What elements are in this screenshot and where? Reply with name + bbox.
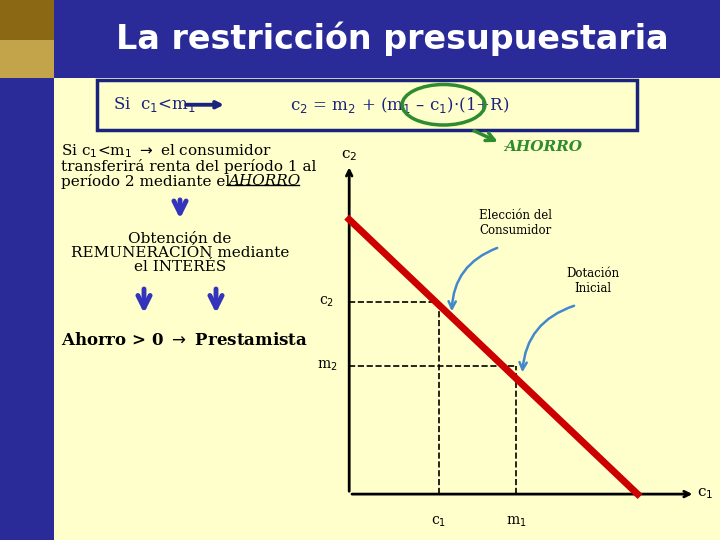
Text: La restricción presupuestaria: La restricción presupuestaria (116, 22, 669, 56)
Text: transferirá renta del período 1 al: transferirá renta del período 1 al (61, 159, 317, 174)
Text: AHORRO: AHORRO (504, 140, 582, 154)
Text: m$_2$: m$_2$ (317, 359, 337, 373)
Bar (54, 0, 720, 78)
Text: c$_2$: c$_2$ (341, 148, 357, 163)
Text: c$_2$: c$_2$ (319, 295, 334, 309)
Text: c$_2$ = m$_2$ + (m$_1$ – c$_1$)$\cdot$(1+R): c$_2$ = m$_2$ + (m$_1$ – c$_1$)$\cdot$(1… (290, 94, 509, 115)
Text: c$_1$: c$_1$ (431, 515, 446, 529)
Text: m$_1$: m$_1$ (505, 515, 526, 529)
Text: Si  c$_1$<m$_1$: Si c$_1$<m$_1$ (113, 95, 197, 114)
Text: Obtención de: Obtención de (128, 232, 232, 246)
Text: Ahorro > 0 $\rightarrow$ Prestamista: Ahorro > 0 $\rightarrow$ Prestamista (61, 332, 308, 349)
Text: REMUNERACIÓN mediante: REMUNERACIÓN mediante (71, 246, 289, 260)
Text: período 2 mediante el: período 2 mediante el (61, 174, 235, 189)
Bar (0, 0, 54, 78)
Text: Si c$_1$<m$_1$ $\rightarrow$ el consumidor: Si c$_1$<m$_1$ $\rightarrow$ el consumid… (61, 143, 272, 160)
Text: AHORRO: AHORRO (228, 174, 300, 188)
Bar (0, 0, 54, 540)
Text: el INTERÉS: el INTERÉS (134, 260, 226, 274)
Text: Dotación
Inicial: Dotación Inicial (566, 267, 619, 294)
Text: Elección del
Consumidor: Elección del Consumidor (480, 208, 552, 237)
Bar (0, 40, 54, 78)
Text: #2e8b2e: #2e8b2e (504, 146, 510, 147)
Text: c$_1$: c$_1$ (697, 487, 713, 502)
FancyBboxPatch shape (97, 80, 637, 130)
